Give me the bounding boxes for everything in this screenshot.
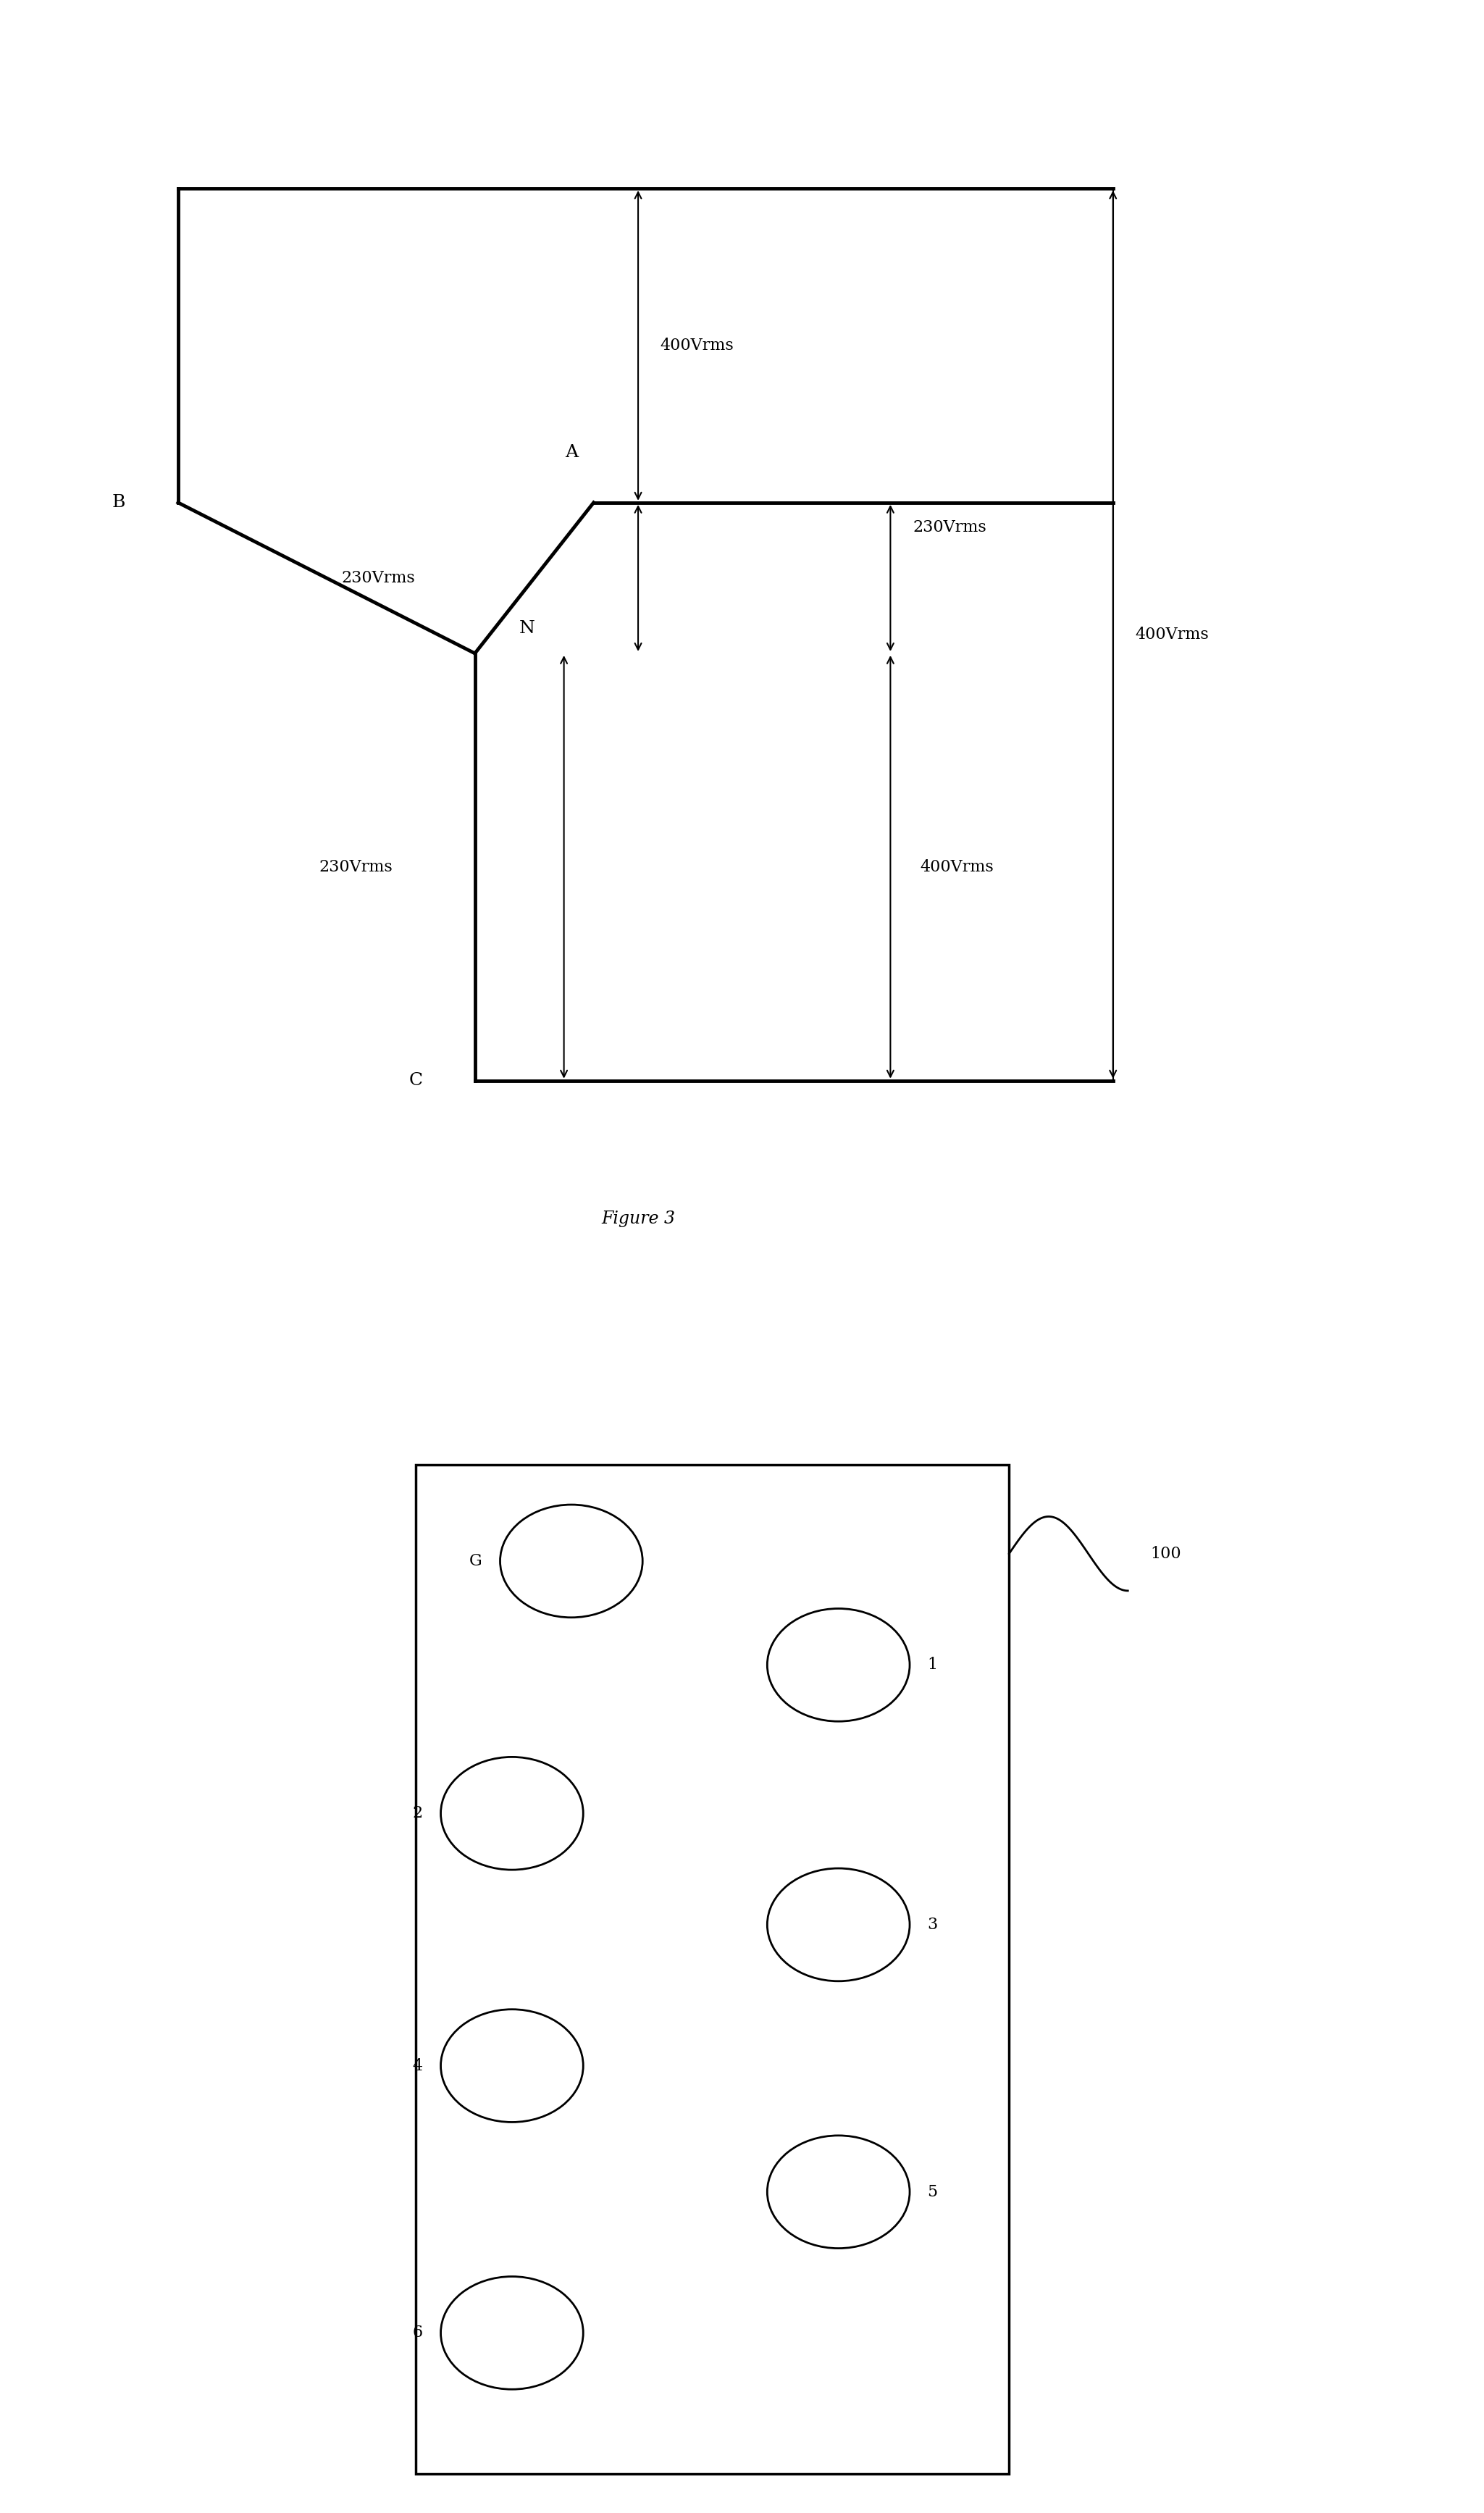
Ellipse shape — [441, 2010, 583, 2121]
Text: 2: 2 — [413, 1804, 423, 1822]
Ellipse shape — [441, 1757, 583, 1870]
Text: 3: 3 — [928, 1917, 938, 1932]
Text: 1: 1 — [928, 1656, 938, 1674]
Text: A: A — [565, 445, 577, 460]
Text: 400Vrms: 400Vrms — [660, 337, 735, 354]
Ellipse shape — [500, 1505, 643, 1618]
Text: 6: 6 — [413, 2325, 423, 2342]
Ellipse shape — [767, 1867, 910, 1980]
Ellipse shape — [441, 2277, 583, 2390]
Text: N: N — [519, 621, 534, 636]
Text: B: B — [113, 495, 125, 510]
Ellipse shape — [767, 2136, 910, 2249]
Text: Figure 3: Figure 3 — [601, 1211, 675, 1226]
Text: 400Vrms: 400Vrms — [1135, 626, 1209, 643]
Text: 230Vrms: 230Vrms — [319, 859, 393, 875]
Text: 100: 100 — [1150, 1545, 1181, 1561]
Text: 230Vrms: 230Vrms — [341, 570, 416, 586]
Text: 230Vrms: 230Vrms — [913, 520, 987, 535]
Text: 5: 5 — [928, 2184, 938, 2199]
Bar — [416, 1465, 1009, 2473]
Text: C: C — [408, 1073, 423, 1088]
Text: G: G — [469, 1553, 482, 1568]
Ellipse shape — [767, 1608, 910, 1721]
Text: 400Vrms: 400Vrms — [920, 859, 994, 875]
Text: 4: 4 — [413, 2058, 423, 2073]
